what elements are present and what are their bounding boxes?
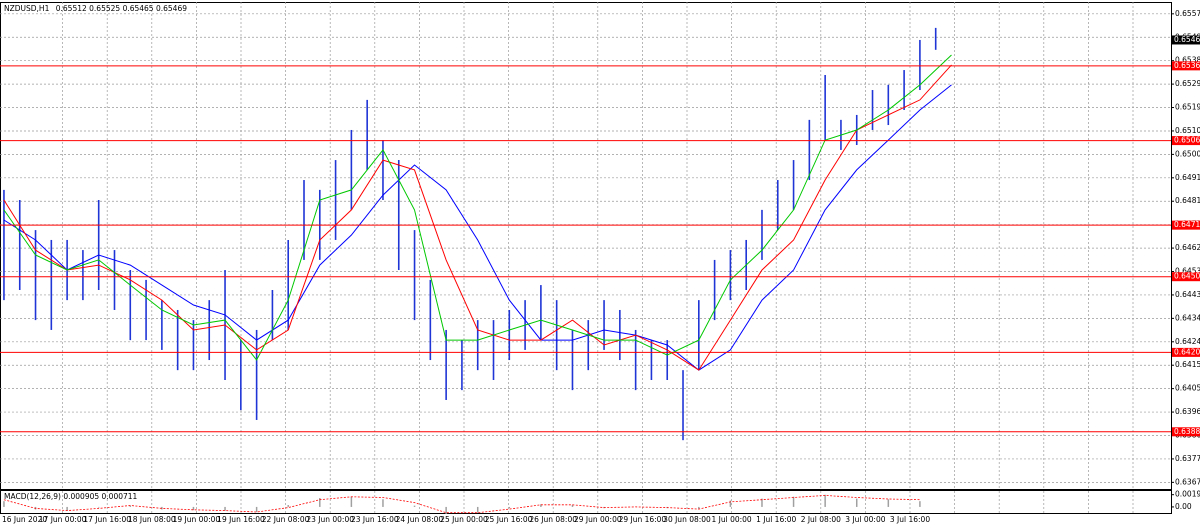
x-tick-label: 1 Jul 16:00 <box>756 515 796 524</box>
level-label: 0.65364 <box>1174 61 1200 70</box>
current-price-label: 0.65469 <box>1174 35 1200 44</box>
y-tick-label: 0.64245 <box>1175 337 1200 346</box>
x-tick-label: 17 Jun 16:00 <box>83 515 131 524</box>
level-label-box <box>1172 136 1200 146</box>
ohlc-close: 0.65469 <box>156 4 187 13</box>
x-tick-label: 23 Jun 16:00 <box>351 515 399 524</box>
moving-average <box>3 84 952 371</box>
y-tick-label: 0.64815 <box>1175 196 1200 205</box>
x-tick-label: 29 Jun 16:00 <box>619 515 667 524</box>
x-tick-label: 19 Jun 00:00 <box>173 515 221 524</box>
x-tick-label: 23 Jun 00:00 <box>306 515 354 524</box>
x-tick-label: 1 Jul 00:00 <box>711 515 751 524</box>
x-tick-label: 30 Jun 08:00 <box>663 515 711 524</box>
ohlc-high: 0.65525 <box>89 4 120 13</box>
x-tick-label: 24 Jun 08:00 <box>396 515 444 524</box>
level-label-box <box>1172 347 1200 357</box>
y-tick-label: 0.65005 <box>1175 149 1200 158</box>
level-label-box <box>1172 427 1200 437</box>
x-tick-label: 19 Jun 16:00 <box>217 515 265 524</box>
main-panel-frame <box>0 2 1172 490</box>
x-tick-label: 26 Jun 08:00 <box>529 515 577 524</box>
x-tick-label: 16 Jun 2020 <box>2 515 47 524</box>
x-tick-label: 2 Jul 08:00 <box>801 515 841 524</box>
x-tick-label: 3 Jul 00:00 <box>845 515 885 524</box>
y-tick-label: 0.64625 <box>1175 243 1200 252</box>
x-tick-label: 29 Jun 00:00 <box>574 515 622 524</box>
header: NZDUSD,H1 0.65512 0.65525 0.65465 0.6546… <box>4 4 187 13</box>
level-label: 0.64202 <box>1174 347 1200 356</box>
ohlc-open: 0.65512 <box>56 4 87 13</box>
x-tick-label: 17 Jun 00:00 <box>39 515 87 524</box>
y-tick-label: 0.65385 <box>1175 56 1200 65</box>
moving-average <box>3 64 952 371</box>
y-tick-label: 0.64435 <box>1175 290 1200 299</box>
level-label: 0.64718 <box>1174 220 1200 229</box>
level-label-box <box>1172 220 1200 230</box>
macd-panel-frame <box>0 490 1172 514</box>
x-tick-label: 18 Jun 08:00 <box>128 515 176 524</box>
current-price-box <box>1172 35 1200 45</box>
macd-signal-line <box>3 494 920 514</box>
y-tick-label: 0.63675 <box>1175 477 1200 486</box>
macd-label: MACD(12,26,9) 0.000905 0.000711 <box>4 492 138 501</box>
y-tick-label: 0.64055 <box>1175 384 1200 393</box>
level-label-box <box>1172 61 1200 71</box>
y-tick-label: 0.65575 <box>1175 9 1200 18</box>
x-tick-label: 22 Jun 08:00 <box>262 515 310 524</box>
level-label: 0.65061 <box>1174 136 1200 145</box>
x-tick-label: 25 Jun 16:00 <box>485 515 533 524</box>
x-tick-label: 25 Jun 00:00 <box>440 515 488 524</box>
symbol: NZDUSD,H1 <box>4 4 50 13</box>
y-tick-label: 0.001917 <box>1175 490 1200 499</box>
level-label: 0.64509 <box>1174 272 1200 281</box>
moving-average <box>3 54 952 361</box>
level-label-box <box>1172 272 1200 282</box>
ohlc-low: 0.65465 <box>123 4 154 13</box>
y-tick-label: 0.00 <box>1175 502 1192 511</box>
y-tick-label: 0.65195 <box>1175 103 1200 112</box>
x-tick-label: 3 Jul 16:00 <box>890 515 930 524</box>
